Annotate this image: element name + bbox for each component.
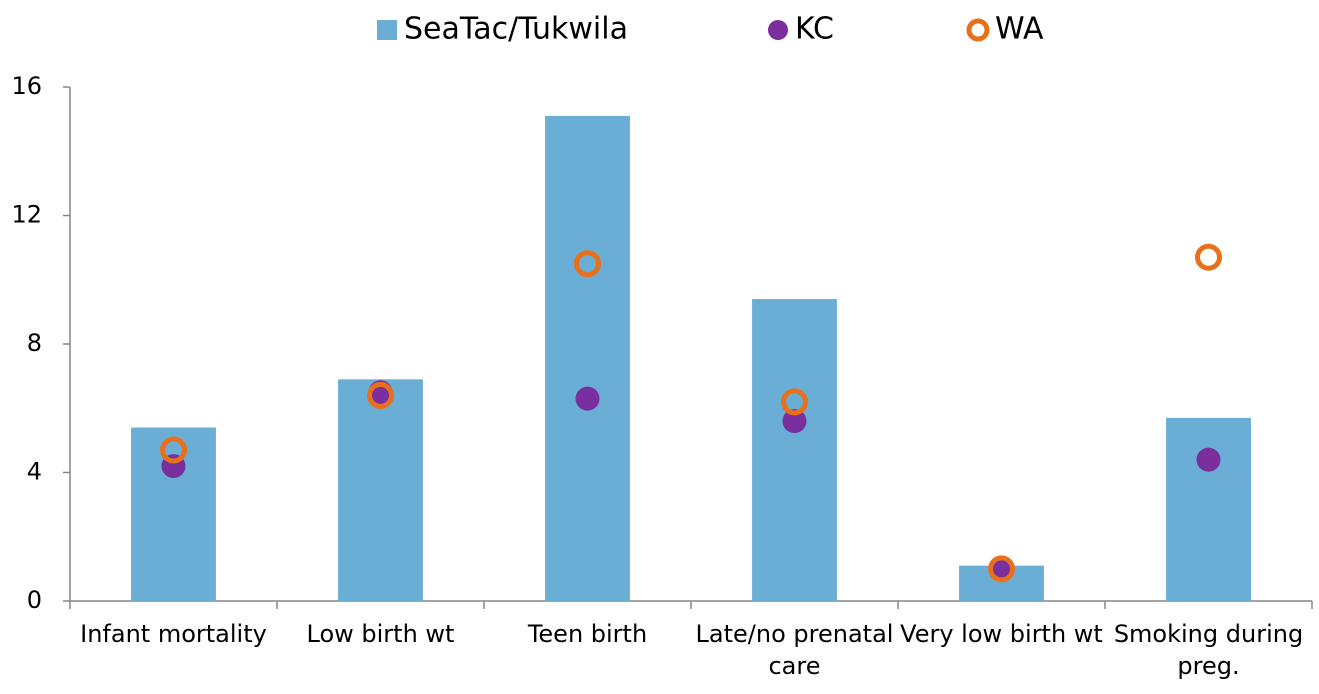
dot (989, 556, 1014, 581)
legend-label: WA (995, 12, 1044, 47)
legend-label: SeaTac/Tukwila (404, 12, 628, 47)
bar (338, 379, 423, 601)
x-tick-label: Smoking during preg. (1113, 620, 1304, 680)
bar (545, 115, 630, 601)
x-tick-label: Low birth wt (306, 620, 455, 648)
ring (574, 250, 601, 278)
y-tick-label: 16 (11, 72, 42, 100)
y-tick-label: 4 (27, 458, 42, 486)
y-tick-label: 8 (27, 329, 42, 357)
y-tick-label: 12 (11, 201, 42, 229)
ring (988, 555, 1015, 583)
legend-label: KC (795, 12, 834, 47)
bar (1166, 417, 1251, 601)
bar (752, 299, 837, 601)
dot (1196, 447, 1221, 472)
dot (575, 386, 600, 411)
legend-swatch (966, 18, 990, 42)
x-tick-label: Infant mortality (80, 620, 267, 648)
legend-swatch (377, 20, 397, 40)
ring (781, 388, 808, 416)
x-tick-label: Teen birth (527, 620, 648, 648)
dot (782, 409, 807, 434)
ring (1195, 243, 1222, 271)
x-tick-label: Very low birth wt (900, 620, 1103, 648)
legend-swatch (768, 20, 788, 40)
bar (131, 427, 216, 601)
ring (160, 436, 187, 464)
ring (367, 381, 394, 409)
x-tick-label: Late/no prenatal care (695, 620, 894, 680)
y-tick-label: 0 (27, 586, 42, 614)
